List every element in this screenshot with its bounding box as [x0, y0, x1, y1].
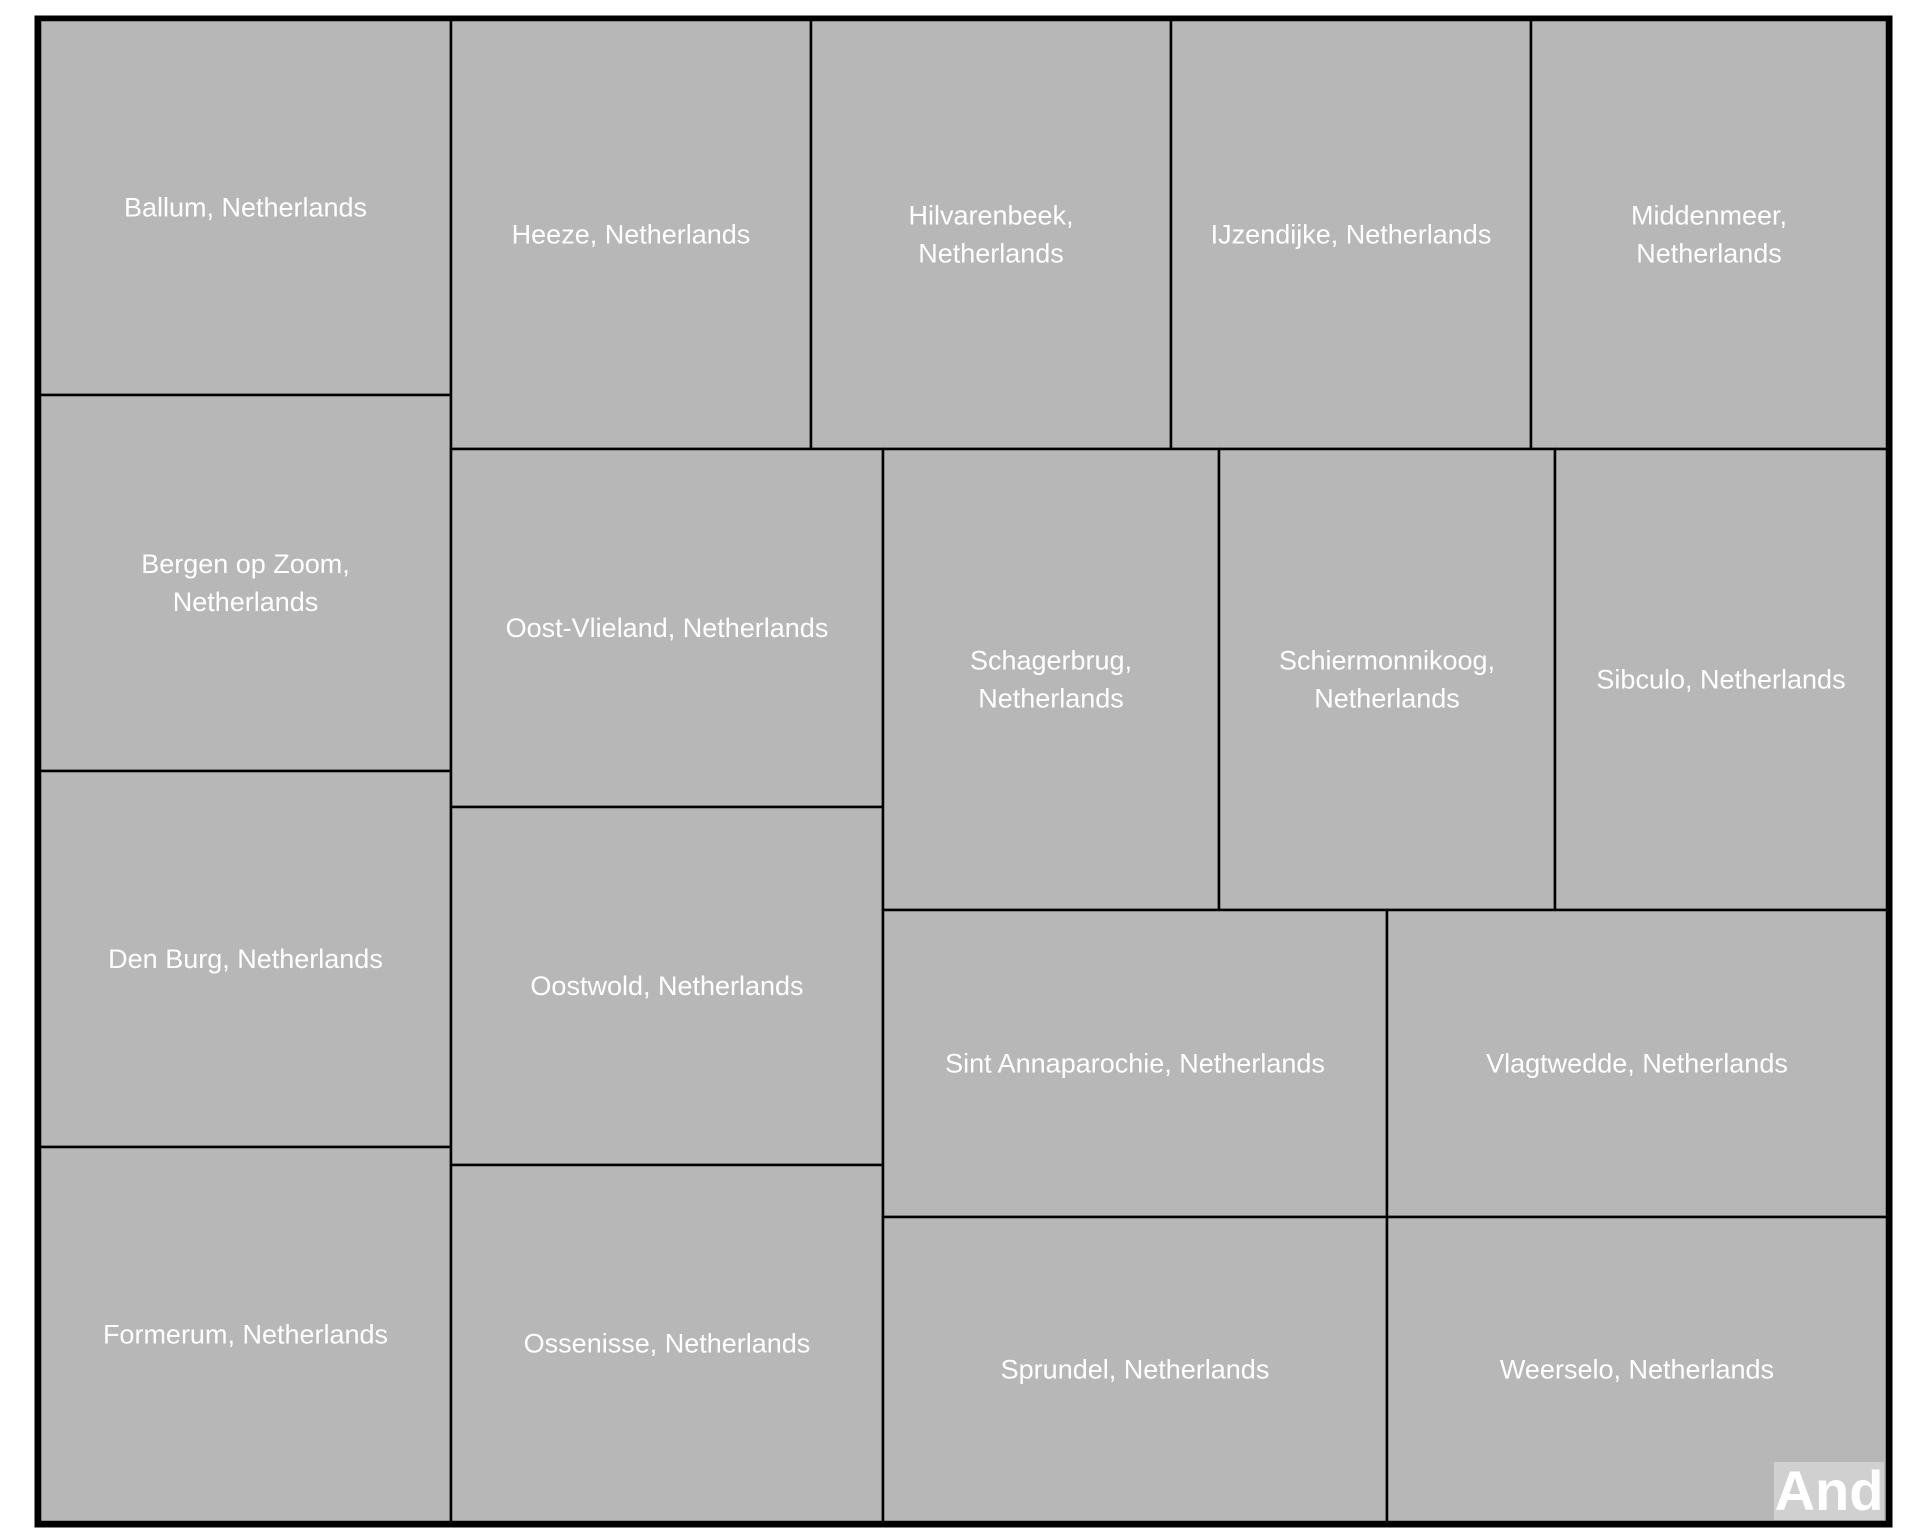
treemap-cell-heeze-netherlands[interactable]: Heeze, Netherlands	[449, 18, 813, 451]
treemap-cell-label: Schiermonnikoog, Netherlands	[1279, 646, 1495, 714]
treemap-cell-label-line: Hilvarenbeek,	[908, 201, 1073, 231]
treemap-cell-label-line: Heeze, Netherlands	[512, 220, 751, 250]
group-label: And	[1774, 1459, 1884, 1522]
treemap-cell-label-line: Ossenisse, Netherlands	[524, 1329, 811, 1359]
treemap-cell-sint-annaparochie-netherlands[interactable]: Sint Annaparochie, Netherlands	[881, 908, 1389, 1219]
treemap-cell-hilvarenbeek-netherlands[interactable]: Hilvarenbeek, Netherlands	[809, 18, 1173, 451]
treemap-cell-ijzendijke-netherlands[interactable]: IJzendijke, Netherlands	[1169, 18, 1533, 451]
treemap-cell-rect	[1169, 18, 1533, 451]
treemap-cell-rect	[809, 18, 1173, 451]
treemap-cell-label: Den Burg, Netherlands	[108, 944, 383, 974]
treemap-cell-oost-vlieland-netherlands[interactable]: Oost-Vlieland, Netherlands	[449, 447, 885, 809]
treemap-cell-label: Oostwold, Netherlands	[530, 971, 803, 1001]
treemap-cell-rect	[1529, 18, 1889, 451]
treemap-cell-label-line: Middenmeer,	[1631, 201, 1787, 231]
treemap-cell-label-line: Ballum, Netherlands	[124, 193, 367, 223]
treemap-cell-rect	[449, 1163, 885, 1524]
treemap-cell-sprundel-netherlands[interactable]: Sprundel, Netherlands	[881, 1215, 1389, 1524]
treemap-cells: Ballum, Netherlands Bergen op Zoom, Nether…	[38, 18, 1889, 1524]
treemap-cell-label: Schagerbrug, Netherlands	[970, 646, 1132, 714]
treemap-cell-label: Heeze, Netherlands	[512, 220, 751, 250]
treemap-cell-ossenisse-netherlands[interactable]: Ossenisse, Netherlands	[449, 1163, 885, 1524]
treemap-cell-formerum-netherlands[interactable]: Formerum, Netherlands	[38, 1145, 453, 1524]
treemap-cell-label: Ballum, Netherlands	[124, 193, 367, 223]
treemap-cell-sibculo-netherlands[interactable]: Sibculo, Netherlands	[1553, 447, 1889, 912]
treemap-cell-bergen-op-zoom-netherlands[interactable]: Bergen op Zoom, Netherlands	[38, 393, 453, 773]
treemap-cell-label: Sint Annaparochie, Netherlands	[945, 1049, 1325, 1079]
treemap-cell-label: Middenmeer, Netherlands	[1631, 201, 1787, 269]
treemap-cell-label: Ossenisse, Netherlands	[524, 1329, 811, 1359]
treemap-cell-schiermonnikoog-netherlands[interactable]: Schiermonnikoog, Netherlands	[1217, 447, 1557, 912]
treemap-cell-label-line: Bergen op Zoom,	[141, 549, 350, 579]
treemap-cell-label-line: Oostwold, Netherlands	[530, 971, 803, 1001]
treemap-cell-label: Formerum, Netherlands	[103, 1320, 388, 1350]
treemap-cell-rect	[1553, 447, 1889, 912]
treemap-cell-label: Bergen op Zoom, Netherlands	[141, 549, 350, 617]
treemap-cell-middenmeer-netherlands[interactable]: Middenmeer, Netherlands	[1529, 18, 1889, 451]
treemap-cell-label-line: Schiermonnikoog,	[1279, 646, 1495, 676]
treemap-cell-label: Sprundel, Netherlands	[1001, 1355, 1270, 1385]
treemap-cell-label: Weerselo, Netherlands	[1500, 1355, 1774, 1385]
treemap-cell-label-line: Formerum, Netherlands	[103, 1320, 388, 1350]
treemap-cell-rect	[881, 908, 1389, 1219]
treemap-cell-label-line: Netherlands	[1314, 684, 1460, 714]
treemap-cell-rect	[1385, 908, 1889, 1219]
treemap-cell-den-burg-netherlands[interactable]: Den Burg, Netherlands	[38, 769, 453, 1149]
treemap-cell-label-line: Den Burg, Netherlands	[108, 944, 383, 974]
treemap-cell-rect	[38, 1145, 453, 1524]
treemap-cell-label-line: Netherlands	[173, 587, 319, 617]
treemap-cell-label-line: Netherlands	[1636, 239, 1782, 269]
treemap-cell-weerselo-netherlands[interactable]: Weerselo, Netherlands	[1385, 1215, 1889, 1524]
treemap-cell-schagerbrug-netherlands[interactable]: Schagerbrug, Netherlands	[881, 447, 1221, 912]
treemap-cell-label-line: Oost-Vlieland, Netherlands	[506, 613, 829, 643]
treemap-cell-label-line: Netherlands	[918, 239, 1064, 269]
treemap-cell-rect	[881, 447, 1221, 912]
treemap-cell-vlagtwedde-netherlands[interactable]: Vlagtwedde, Netherlands	[1385, 908, 1889, 1219]
treemap-cell-label-line: Sibculo, Netherlands	[1596, 665, 1845, 695]
group-label-text: And	[1775, 1459, 1884, 1522]
treemap-cell-oostwold-netherlands[interactable]: Oostwold, Netherlands	[449, 805, 885, 1167]
treemap-cell-rect	[1217, 447, 1557, 912]
treemap-cell-label: IJzendijke, Netherlands	[1211, 220, 1492, 250]
treemap-cell-label-line: Netherlands	[978, 684, 1124, 714]
treemap-cell-label-line: Schagerbrug,	[970, 646, 1132, 676]
treemap-cell-label-line: Vlagtwedde, Netherlands	[1486, 1049, 1788, 1079]
group-label-background	[1774, 1462, 1884, 1520]
treemap-cell-label: Vlagtwedde, Netherlands	[1486, 1049, 1788, 1079]
treemap-cell-label-line: IJzendijke, Netherlands	[1211, 220, 1492, 250]
treemap-cell-label-line: Sint Annaparochie, Netherlands	[945, 1049, 1325, 1079]
treemap-cell-label-line: Weerselo, Netherlands	[1500, 1355, 1774, 1385]
treemap-cell-label: Sibculo, Netherlands	[1596, 665, 1845, 695]
group-border	[34, 15, 1893, 1528]
treemap-cell-rect	[881, 1215, 1389, 1524]
treemap-cell-label: Hilvarenbeek, Netherlands	[908, 201, 1073, 269]
treemap-cell-ballum-netherlands[interactable]: Ballum, Netherlands	[38, 18, 453, 397]
treemap-cell-rect	[38, 18, 453, 397]
treemap-cell-label: Oost-Vlieland, Netherlands	[506, 613, 829, 643]
treemap-cell-rect	[38, 393, 453, 773]
treemap-cell-label-line: Sprundel, Netherlands	[1001, 1355, 1270, 1385]
